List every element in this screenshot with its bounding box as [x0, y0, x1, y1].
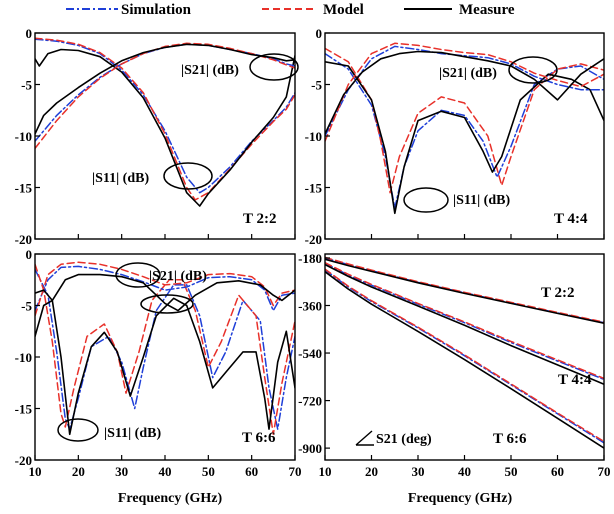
s11-callout-ellipse	[57, 418, 99, 442]
s21-annotation: |S21| (dB)	[149, 269, 207, 284]
series-simulation-s21	[35, 265, 295, 312]
s21-callout-ellipse	[115, 262, 161, 288]
series-measure-s11	[35, 43, 295, 135]
series-simulation-s21-t-4-4	[325, 262, 604, 381]
x-axis-title-left: Frequency (GHz)	[118, 491, 223, 506]
x-tick-label: 70	[598, 464, 611, 479]
y-tick-label: -5	[21, 78, 32, 93]
plot-area	[35, 261, 295, 436]
y-tick-label: 0	[316, 26, 323, 41]
plot-area	[325, 42, 604, 215]
legend-measure-label: Measure	[459, 2, 515, 18]
panel-t22-sparams: -20 -15 -10 -5 0	[15, 26, 296, 247]
plot-frame	[34, 32, 296, 240]
x-tick-label: 10	[29, 464, 42, 479]
legend: Simulation Model Measure	[66, 2, 515, 18]
series-measure-s11	[35, 297, 295, 436]
panel-t44-sparams: -20 -15 -10 -5 0	[305, 26, 605, 247]
x-tick-label: 40	[159, 464, 172, 479]
y-tick-label: -15	[15, 402, 33, 417]
y-tick-label: -180	[298, 251, 322, 266]
panel-label-t22: T 2:2	[243, 211, 276, 227]
x-axis-title-right: Frequency (GHz)	[408, 491, 513, 506]
s21-callout-ellipse	[508, 56, 558, 84]
s11-callout-ellipse	[163, 162, 213, 190]
series-measure-s21	[35, 48, 295, 207]
s11-annotation: |S11| (dB)	[92, 171, 149, 186]
legend-model-label: Model	[323, 2, 364, 18]
series-measure-s11	[325, 61, 604, 215]
curve-label-t44: T 4:4	[558, 372, 592, 388]
y-tick-label: -720	[298, 394, 322, 409]
series-measure-s21-t-2-2	[325, 258, 604, 324]
panel-label-t44: T 4:4	[554, 211, 588, 227]
series-model-s11	[35, 263, 295, 436]
y-tick-label: -10	[15, 129, 32, 144]
curve-label-t66: T 6:6	[493, 431, 527, 447]
y-tick-label: -5	[21, 299, 32, 314]
panel-s21-phase: 10 20 30 40 50 60 70 -900 -720 -540 -360 -180	[298, 251, 610, 479]
series-measure-s21-t-6-6	[325, 270, 604, 449]
series-model-s11	[35, 42, 295, 150]
y-tick-label: -5	[311, 78, 322, 93]
series-simulation-s11	[35, 268, 295, 430]
s21-annotation: |S21| (dB)	[181, 63, 239, 78]
plot-area	[325, 256, 604, 449]
series-simulation-s21	[325, 45, 604, 137]
series-measure-s21	[325, 50, 604, 135]
x-tick-label: 50	[505, 464, 518, 479]
y-tick-label: -10	[15, 350, 32, 365]
y-tick-label: -540	[298, 346, 322, 361]
x-tick-label: 30	[115, 464, 128, 479]
series-simulation-s21	[35, 38, 295, 194]
y-tick-label: -15	[15, 181, 33, 196]
series-model-s21-t-2-2	[325, 256, 604, 323]
x-tick-label: 60	[245, 464, 258, 479]
x-tick-label: 20	[72, 464, 85, 479]
legend-simulation-label: Simulation	[121, 2, 192, 18]
s21-callout-ellipse	[249, 53, 299, 81]
series-model-s21	[325, 42, 604, 142]
series-measure-s21-t-4-4	[325, 263, 604, 385]
y-tick-label: -20	[15, 232, 32, 247]
x-tick-label: 40	[458, 464, 471, 479]
x-tick-label: 70	[289, 464, 302, 479]
series-model-s21-t-4-4	[325, 261, 604, 380]
s21-callout-ellipse-2	[140, 294, 194, 314]
y-tick-label: -900	[298, 441, 322, 456]
series-model-s11	[325, 47, 604, 194]
y-tick-label: -15	[305, 181, 323, 196]
series-measure-s21	[35, 273, 295, 312]
x-tick-label: 10	[319, 464, 332, 479]
series-model-s21-t-6-6	[325, 268, 604, 443]
x-tick-label: 20	[365, 464, 378, 479]
plot-area	[35, 37, 295, 207]
annotations: |S21| (dB) |S11| (dB) T 2:2 |S21| (dB) |…	[57, 53, 592, 447]
y-tick-label: -360	[298, 299, 322, 314]
s11-annotation: |S11| (dB)	[104, 426, 161, 441]
y-tick-label: 0	[26, 26, 33, 41]
x-tick-label: 30	[412, 464, 425, 479]
s11-callout-ellipse	[403, 187, 449, 213]
x-tick-label: 50	[202, 464, 215, 479]
series-model-s21	[35, 37, 295, 201]
s21-annotation: |S21| (dB)	[439, 66, 497, 81]
series-model-s21	[35, 261, 295, 317]
y-tick-label: -20	[15, 453, 32, 468]
s11-annotation: |S11| (dB)	[453, 193, 510, 208]
phase-angle-icon	[355, 430, 374, 446]
x-tick-label: 60	[551, 464, 564, 479]
y-tick-label: -20	[305, 232, 322, 247]
s21-phase-annotation: S21 (deg)	[376, 432, 432, 447]
y-tick-label: -10	[305, 129, 322, 144]
curve-label-t22: T 2:2	[541, 285, 574, 301]
panel-label-t66: T 6:6	[242, 430, 276, 446]
y-tick-label: 0	[26, 247, 33, 262]
